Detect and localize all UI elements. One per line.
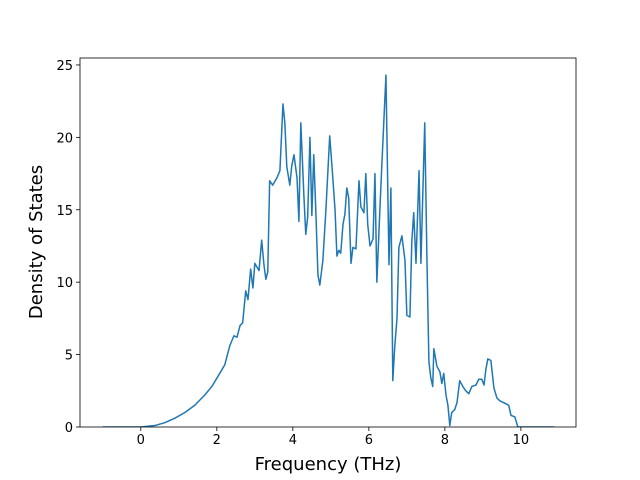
x-tick-label: 0 [137,433,145,448]
y-axis-label: Density of States [26,165,47,319]
y-tick-label: 0 [65,421,73,436]
plot-frame [79,57,577,428]
x-tick-label: 4 [289,433,297,448]
line [102,74,554,427]
y-tick-label: 10 [56,276,73,291]
x-tick-label: 2 [213,433,221,448]
x-tick-label: 10 [513,433,530,448]
x-axis-label: Frequency (THz) [255,454,402,475]
y-tick-label: 25 [56,59,73,74]
y-tick-label: 15 [56,204,73,219]
y-tick-label: 5 [65,349,73,364]
x-tick-label: 8 [441,433,449,448]
x-tick-label: 6 [365,433,373,448]
y-tick-label: 20 [56,131,73,146]
